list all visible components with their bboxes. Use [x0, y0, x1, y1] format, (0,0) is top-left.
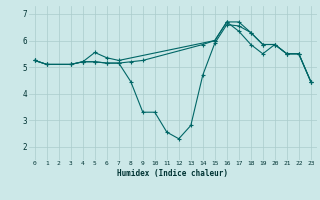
X-axis label: Humidex (Indice chaleur): Humidex (Indice chaleur): [117, 169, 228, 178]
